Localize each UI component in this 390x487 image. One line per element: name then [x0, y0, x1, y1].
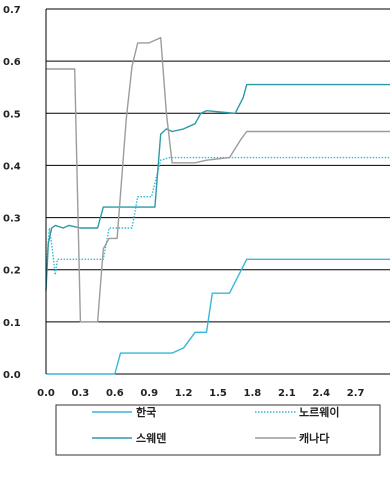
- y-tick-label: 0.1: [3, 318, 21, 329]
- y-tick-label: 0.7: [3, 5, 21, 16]
- y-tick-label: 0.0: [3, 370, 21, 381]
- x-tick-label: 1.2: [175, 388, 193, 399]
- x-tick-label: 0.9: [140, 388, 158, 399]
- legend-box: [55, 404, 381, 456]
- y-tick-label: 0.2: [3, 266, 21, 277]
- x-tick-label: 2.7: [347, 388, 365, 399]
- series-line-1: [45, 156, 390, 276]
- x-tick-label: 1.5: [209, 388, 227, 399]
- x-tick-label: 0.6: [106, 388, 124, 399]
- y-tick-labels: 0.0 0.1 0.2 0.3 0.4 0.5 0.6 0.7: [3, 5, 21, 381]
- y-tick-label: 0.4: [3, 161, 21, 172]
- x-tick-label: 1.8: [244, 388, 262, 399]
- legend-label-0: 한국: [136, 405, 156, 419]
- x-tick-label: 0.3: [72, 388, 90, 399]
- y-tick-label: 0.3: [3, 214, 21, 225]
- x-tick-labels: 0.0 0.3 0.6 0.9 1.2 1.5 1.8 2.1 2.4 2.7: [37, 388, 364, 399]
- x-tick-label: 0.0: [37, 388, 55, 399]
- legend-label-2: 스웨덴: [136, 431, 166, 445]
- plot-area: [46, 9, 390, 374]
- x-tick-label: 2.4: [312, 388, 330, 399]
- series-line-2: [45, 83, 390, 291]
- series-lines: [45, 37, 390, 375]
- legend-label-3: 캐나다: [299, 431, 330, 445]
- legend-label-1: 노르웨이: [299, 405, 339, 419]
- y-tick-label: 0.5: [3, 109, 21, 120]
- x-tick-label: 2.1: [278, 388, 296, 399]
- series-line-3: [46, 37, 390, 323]
- y-tick-label: 0.6: [3, 57, 21, 68]
- series-line-0: [46, 258, 390, 375]
